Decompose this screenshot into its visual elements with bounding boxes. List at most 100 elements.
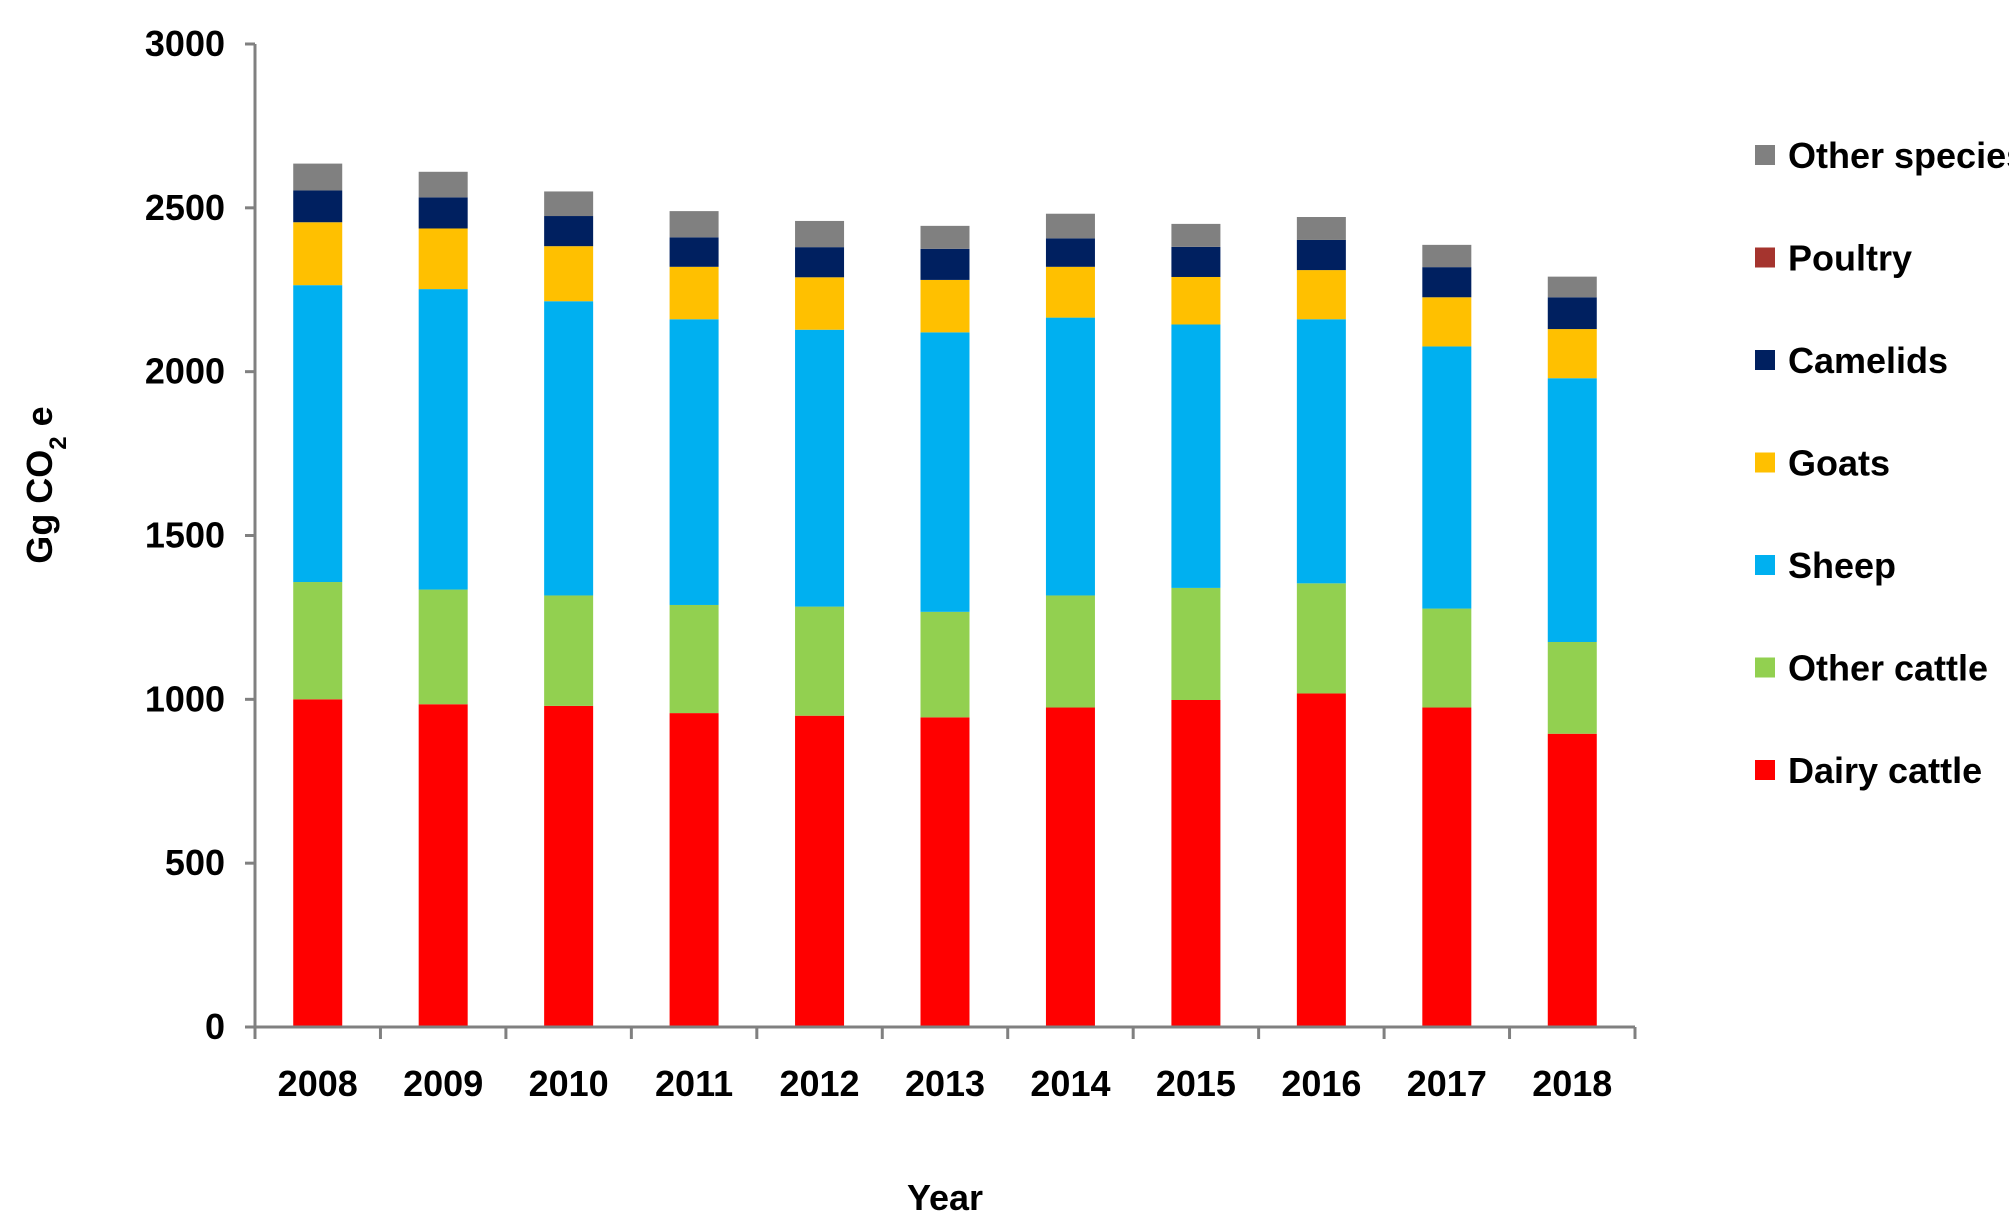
legend-label: Camelids (1788, 340, 1948, 381)
y-tick-label-3000: 3000 (145, 23, 225, 64)
legend-item-goats: Goats (1755, 443, 1890, 484)
legend-item-poultry: Poultry (1755, 238, 1912, 279)
bar-2012-dairy-cattle (795, 715, 845, 1027)
x-tick-label-2017: 2017 (1407, 1063, 1487, 1104)
bar-2015-other-species (1171, 223, 1221, 247)
x-tick-label-2012: 2012 (779, 1063, 859, 1104)
bar-2014-other-cattle (1045, 595, 1095, 708)
bar-2011-other-cattle (669, 604, 719, 714)
x-tick-label-2010: 2010 (529, 1063, 609, 1104)
legend-label: Goats (1788, 443, 1890, 484)
bar-2015-goats (1171, 276, 1221, 325)
y-tick-label-1500: 1500 (145, 515, 225, 556)
y-axis-title: Gg CO2 e (19, 406, 72, 563)
bar-2009-dairy-cattle (418, 704, 468, 1027)
bar-2009-other-cattle (418, 589, 468, 705)
legend-label: Dairy cattle (1788, 750, 1982, 791)
bar-2009-sheep (418, 289, 468, 590)
legend-label: Sheep (1788, 545, 1896, 586)
bar-2008-sheep (293, 285, 343, 583)
bar-2008-other-species (293, 163, 343, 191)
bar-2013-goats (920, 279, 970, 333)
bar-2015-other-cattle (1171, 587, 1221, 700)
bar-2017-goats (1422, 297, 1472, 347)
bar-2014-sheep (1045, 317, 1095, 596)
bar-2009-camelids (418, 197, 468, 229)
legend-swatch (1755, 760, 1775, 780)
bar-2008-other-cattle (293, 582, 343, 700)
bar-2016-sheep (1296, 319, 1346, 584)
bar-2014-camelids (1045, 238, 1095, 267)
y-tick-label-1000: 1000 (145, 678, 225, 719)
labels-layer: 0 500 1000 1500 2000 2500 3000 2008 2009 2010 2011… (145, 23, 1612, 1104)
bar-2013-camelids (920, 248, 970, 280)
bar-2011-other-species (669, 211, 719, 238)
axes-layer (245, 42, 1637, 1039)
bar-2010-other-cattle (544, 595, 594, 706)
bar-2016-camelids (1296, 239, 1346, 271)
legend-label: Other species (1788, 135, 2009, 176)
legend-item-other-species: Other species (1755, 135, 2009, 176)
x-tick-label-2016: 2016 (1281, 1063, 1361, 1104)
legend: Other species Poultry Camelids Goats Sheep Ot… (1755, 135, 2009, 791)
x-tick-label-2008: 2008 (278, 1063, 358, 1104)
x-tick-label-2013: 2013 (905, 1063, 985, 1104)
bar-2014-goats (1045, 266, 1095, 318)
bar-2015-camelids (1171, 246, 1221, 277)
legend-item-dairy-cattle: Dairy cattle (1755, 750, 1982, 791)
bar-2015-dairy-cattle (1171, 699, 1221, 1027)
legend-item-sheep: Sheep (1755, 545, 1896, 586)
bar-2012-other-cattle (795, 606, 845, 716)
x-tick-label-2009: 2009 (403, 1063, 483, 1104)
bar-2011-goats (669, 266, 719, 320)
bar-2008-goats (293, 222, 343, 286)
bar-2016-other-species (1296, 217, 1346, 240)
bar-2017-dairy-cattle (1422, 707, 1472, 1027)
bar-2018-sheep (1547, 378, 1597, 642)
bar-2014-other-species (1045, 213, 1095, 239)
bar-2012-goats (795, 277, 845, 330)
legend-swatch (1755, 452, 1775, 473)
legend-swatch (1755, 350, 1775, 370)
bar-2010-camelids (544, 216, 594, 247)
legend-item-other-cattle: Other cattle (1755, 648, 1988, 689)
bar-2008-camelids (293, 190, 343, 223)
bar-2014-dairy-cattle (1045, 707, 1095, 1027)
legend-swatch (1755, 657, 1775, 678)
bar-2016-goats (1296, 270, 1346, 320)
bars-layer (293, 163, 1597, 1027)
bar-2010-goats (544, 246, 594, 302)
bar-2017-other-cattle (1422, 608, 1472, 708)
bar-2018-camelids (1547, 297, 1597, 330)
legend-swatch (1755, 145, 1775, 165)
bar-2011-sheep (669, 319, 719, 605)
bar-2016-other-cattle (1296, 583, 1346, 694)
bar-2009-goats (418, 228, 468, 290)
bar-2015-sheep (1171, 324, 1221, 588)
bar-2010-dairy-cattle (544, 705, 594, 1027)
bar-2011-dairy-cattle (669, 713, 719, 1027)
bar-2010-sheep (544, 301, 594, 596)
bar-2013-dairy-cattle (920, 717, 970, 1027)
bar-2017-sheep (1422, 346, 1472, 609)
bar-2009-other-species (418, 171, 468, 198)
bar-2012-other-species (795, 220, 845, 248)
bar-2017-other-species (1422, 244, 1472, 268)
x-tick-label-2014: 2014 (1030, 1063, 1110, 1104)
bar-2018-dairy-cattle (1547, 733, 1597, 1027)
bar-2018-other-species (1547, 276, 1597, 298)
y-tick-label-500: 500 (165, 842, 225, 883)
legend-label: Other cattle (1788, 648, 1988, 689)
x-axis-title: Year (907, 1177, 983, 1218)
legend-label: Poultry (1788, 238, 1912, 279)
bar-2010-other-species (544, 191, 594, 217)
x-tick-label-2011: 2011 (655, 1063, 733, 1104)
bar-2016-dairy-cattle (1296, 693, 1346, 1027)
bar-2013-sheep (920, 332, 970, 612)
legend-swatch (1755, 247, 1775, 268)
legend-item-camelids: Camelids (1755, 340, 1948, 381)
bar-2018-other-cattle (1547, 641, 1597, 734)
y-tick-label-2500: 2500 (145, 187, 225, 228)
bar-2018-goats (1547, 329, 1597, 379)
